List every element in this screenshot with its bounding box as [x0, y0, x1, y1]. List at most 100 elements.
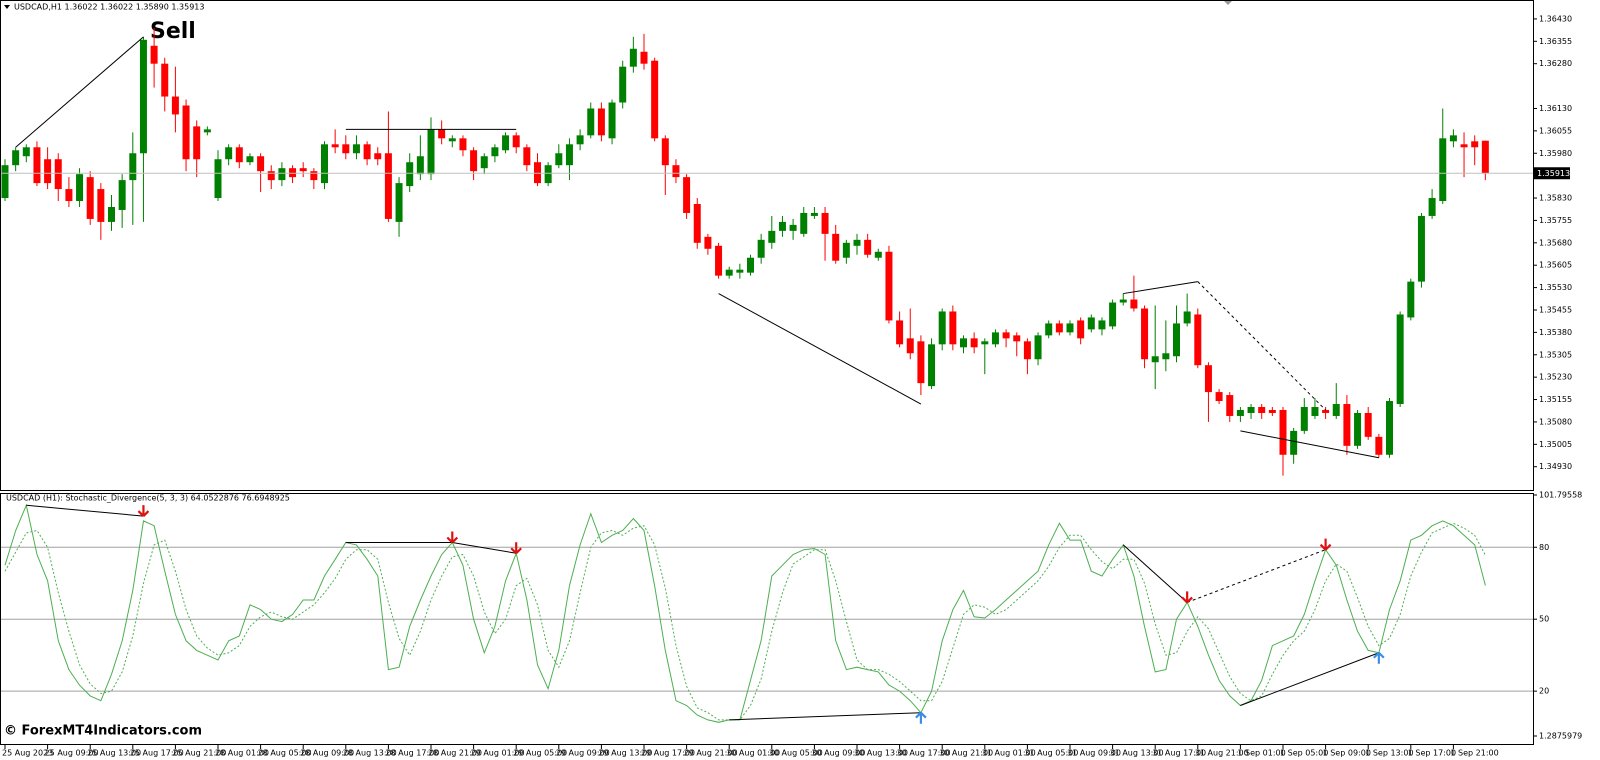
- x-tick-label: 1 Sep 13:00: [1365, 749, 1413, 758]
- candle-body: [448, 138, 456, 142]
- candle-body: [1322, 409, 1330, 413]
- candle-body: [352, 144, 360, 154]
- x-tick-label: 31 Aug 09:00: [1067, 749, 1121, 758]
- candle-body: [1300, 407, 1308, 431]
- candle-body: [86, 177, 94, 219]
- candle-body: [981, 341, 989, 345]
- candle-body: [853, 239, 861, 246]
- x-tick-label: 31 Aug 01:00: [982, 749, 1036, 758]
- candle-body: [917, 341, 925, 384]
- trendline: [1123, 281, 1198, 295]
- candle-body: [800, 212, 808, 234]
- candle-body: [1375, 436, 1383, 455]
- candle-body: [906, 338, 914, 354]
- x-tick-label: 30 Aug 09:00: [811, 749, 865, 758]
- candle-body: [576, 135, 584, 145]
- candle-body: [299, 168, 307, 172]
- x-tick-label: 1 Sep 21:00: [1450, 749, 1498, 758]
- candle-body: [1247, 407, 1255, 413]
- candle-body: [1013, 335, 1021, 342]
- candle-body: [203, 129, 211, 133]
- y-tick-label: 1.36130: [1539, 104, 1572, 113]
- x-tick-label: 1 Sep 01:00: [1237, 749, 1285, 758]
- candle-body: [1449, 135, 1457, 142]
- trendline: [1240, 430, 1379, 459]
- candle-body: [491, 147, 499, 157]
- y-tick-label: 1.35005: [1539, 440, 1572, 449]
- divergence-arrow: [1181, 591, 1193, 604]
- candle-body: [789, 224, 797, 231]
- watermark: © ForexMT4Indicators.com: [4, 724, 202, 739]
- candle-body: [512, 135, 520, 148]
- trendline: [718, 293, 922, 405]
- x-tick-label: 29 Aug 21:00: [684, 749, 738, 758]
- candle-body: [1141, 308, 1149, 360]
- candle-body: [1183, 311, 1191, 324]
- candle-body: [427, 129, 435, 175]
- candle-body: [715, 245, 723, 276]
- candle-body: [1215, 392, 1223, 402]
- indicator-header: USDCAD (H1): Stochastic_Divergence(5, 3,…: [6, 494, 290, 503]
- x-tick-label: 30 Aug 01:00: [726, 749, 780, 758]
- y-tick-label: 1.36355: [1539, 37, 1572, 46]
- candle-body: [278, 168, 286, 181]
- y-tick-label: 1.35080: [1539, 417, 1572, 426]
- candle-body: [182, 105, 190, 160]
- y-tick-label: 1.35980: [1539, 149, 1572, 158]
- candle-body: [416, 156, 424, 175]
- y-tick-label: 1.35305: [1539, 350, 1572, 359]
- candle-body: [1066, 323, 1074, 333]
- menu-icon: [4, 5, 10, 9]
- candle-body: [1311, 407, 1319, 416]
- x-tick-label: 29 Aug 13:00: [598, 749, 652, 758]
- candle-body: [470, 150, 478, 172]
- candle-body: [1460, 144, 1468, 148]
- x-tick-label: 31 Aug 21:00: [1195, 749, 1249, 758]
- candle-body: [1087, 317, 1095, 330]
- y-tick-label: 20: [1539, 687, 1549, 696]
- candle-body: [555, 153, 563, 166]
- candle-body: [76, 174, 84, 202]
- candle-body: [331, 144, 339, 148]
- candle-body: [587, 108, 595, 136]
- candle-body: [608, 102, 616, 139]
- candle-body: [363, 144, 371, 160]
- candle-body: [661, 138, 669, 166]
- candle-body: [757, 239, 765, 258]
- x-tick-label: 28 Aug 17:00: [385, 749, 439, 758]
- divergence-arrow: [1373, 651, 1385, 664]
- candle-body: [118, 180, 126, 210]
- candle-body: [395, 183, 403, 222]
- candle-body: [384, 153, 392, 219]
- candle-body: [768, 230, 776, 243]
- trendline: [452, 541, 517, 554]
- candle-body: [651, 60, 659, 139]
- candle-body: [1268, 409, 1276, 413]
- y-tick-label: 1.35605: [1539, 261, 1572, 270]
- candle-body: [310, 171, 318, 181]
- candle-body: [1130, 299, 1138, 309]
- candle-body: [960, 338, 967, 348]
- y-tick-label: 1.36280: [1539, 59, 1572, 68]
- y-tick-label: 80: [1539, 543, 1549, 552]
- candle-body: [1077, 320, 1085, 339]
- candle-body: [991, 332, 999, 345]
- candle-body: [928, 344, 936, 387]
- candle-body: [1173, 323, 1180, 357]
- y-tick-label: 1.34930: [1539, 462, 1572, 471]
- y-tick-label: 1.35455: [1539, 305, 1572, 314]
- x-tick-label: 29 Aug 01:00: [471, 749, 525, 758]
- candle-body: [1194, 314, 1202, 366]
- candle-body: [1364, 412, 1372, 437]
- candle-body: [693, 204, 701, 243]
- candle-body: [885, 251, 893, 321]
- candle-body: [342, 144, 350, 154]
- candle-body: [289, 168, 297, 178]
- candle-body: [842, 242, 850, 258]
- candle-body: [1, 165, 9, 199]
- x-tick-label: 28 Aug 13:00: [343, 749, 397, 758]
- x-tick-label: 25 Aug 09:00: [45, 749, 99, 758]
- candle-body: [1343, 404, 1351, 446]
- candle-body: [97, 189, 105, 222]
- candle-body: [225, 147, 233, 160]
